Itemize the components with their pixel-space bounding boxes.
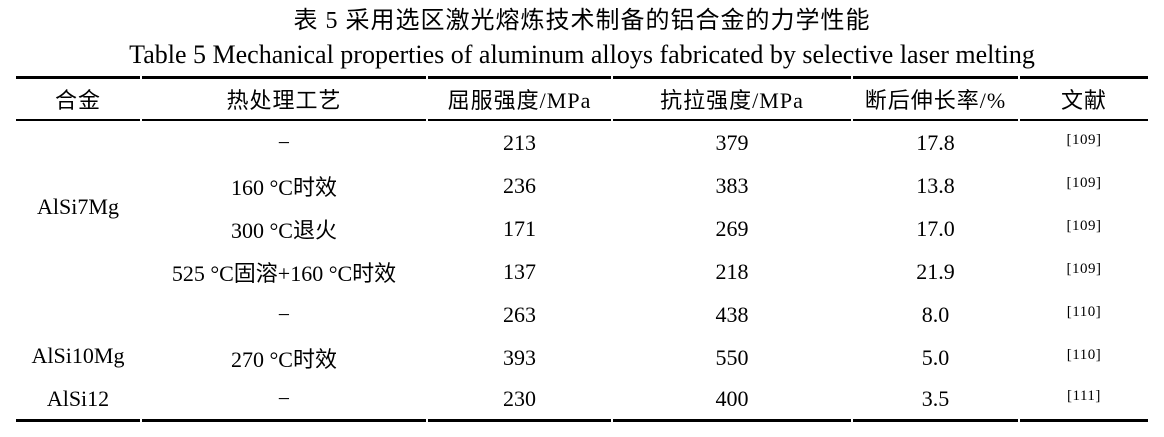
cell-treatment: − xyxy=(277,129,291,155)
table-caption-english: Table 5 Mechanical properties of aluminu… xyxy=(129,40,1035,69)
cell-elongation: 13.8 xyxy=(916,172,955,198)
cell-reference: [109] xyxy=(1020,164,1148,207)
cell-treatment: − xyxy=(142,379,426,422)
cell-yield-strength: 393 xyxy=(503,344,536,370)
cell-treatment: − xyxy=(277,301,291,327)
table-caption-chinese: 表 5 采用选区激光熔炼技术制备的铝合金的力学性能 xyxy=(293,8,871,34)
cell-yield-strength: 171 xyxy=(503,215,536,241)
header-row: 合金 热处理工艺 屈服强度/MPa 抗拉强度/MPa 断后伸长率/% 文献 xyxy=(16,76,1148,121)
reference-label: [109] xyxy=(1066,131,1102,148)
header-alloy: 合金 xyxy=(16,76,140,121)
cell-yield-strength: 137 xyxy=(503,258,536,284)
cell-reference: [109] xyxy=(1020,121,1148,164)
reference-label: [109] xyxy=(1066,217,1102,234)
table-row: AlSi12 − 230 400 3.5 [111] xyxy=(16,379,1148,422)
cell-elongation: 17.8 xyxy=(916,129,955,155)
cell-alloy-alsi12: AlSi12 xyxy=(16,379,140,422)
cell-elongation: 5.0 xyxy=(921,344,950,370)
cell-tensile-strength: 218 xyxy=(715,258,749,284)
reference-label: [110] xyxy=(1066,346,1102,363)
cell-elongation: 8.0 xyxy=(921,301,950,327)
reference-label: [110] xyxy=(1066,303,1102,320)
cell-treatment: 300 °C退火 xyxy=(231,217,337,243)
cell-tensile-strength: 269 xyxy=(715,215,749,241)
table-row: 300 °C退火 171 269 17.0 [109] xyxy=(16,207,1148,250)
cell-yield-strength: 263 xyxy=(503,301,536,327)
header-heat-treatment: 热处理工艺 xyxy=(142,76,426,121)
reference-label: [109] xyxy=(1066,174,1102,191)
paper-page: 表 5 采用选区激光熔炼技术制备的铝合金的力学性能 Table 5 Mechan… xyxy=(0,6,1164,437)
cell-tensile-strength: 438 xyxy=(715,301,749,327)
cell-reference: [110] xyxy=(1020,336,1148,379)
cell-elongation: 3.5 xyxy=(853,379,1018,422)
cell-elongation: 17.0 xyxy=(916,215,955,241)
reference-label: [109] xyxy=(1066,260,1102,277)
cell-alloy-alsi10mg: AlSi10Mg xyxy=(31,343,125,368)
header-reference: 文献 xyxy=(1020,76,1148,121)
table-row: AlSi7Mg − 213 379 17.8 [109] xyxy=(16,121,1148,220)
cell-reference: [109] xyxy=(1020,207,1148,250)
cell-elongation: 21.9 xyxy=(916,258,955,284)
table-row: 160 °C时效 236 383 13.8 [109] xyxy=(16,164,1148,207)
cell-alloy-alsi7mg: AlSi7Mg xyxy=(37,194,119,219)
header-tensile-strength: 抗拉强度/MPa xyxy=(613,76,851,121)
header-yield-strength: 屈服强度/MPa xyxy=(428,76,611,121)
cell-treatment: 160 °C时效 xyxy=(231,174,337,200)
cell-tensile-strength: 383 xyxy=(715,172,749,198)
table-row: AlSi10Mg − 263 438 8.0 [110] xyxy=(16,293,1148,369)
cell-tensile-strength: 550 xyxy=(715,344,749,370)
table-row: 525 °C固溶+160 °C时效 137 218 21.9 [109] xyxy=(16,250,1148,293)
table-row: 270 °C时效 393 550 5.0 [110] xyxy=(16,336,1148,379)
cell-tensile-strength: 379 xyxy=(715,129,749,155)
reference-label: [111] xyxy=(1067,388,1101,404)
cell-treatment: 525 °C固溶+160 °C时效 xyxy=(171,260,397,286)
cell-tensile-strength: 400 xyxy=(613,379,851,422)
mechanical-properties-table: 合金 热处理工艺 屈服强度/MPa 抗拉强度/MPa 断后伸长率/% 文献 Al… xyxy=(14,76,1150,422)
cell-reference: [111] xyxy=(1020,379,1148,422)
cell-reference: [110] xyxy=(1020,293,1148,336)
cell-yield-strength: 236 xyxy=(503,172,536,198)
cell-reference: [109] xyxy=(1020,250,1148,293)
header-elongation: 断后伸长率/% xyxy=(853,76,1018,121)
cell-yield-strength: 230 xyxy=(428,379,611,422)
cell-treatment: 270 °C时效 xyxy=(231,346,337,372)
cell-yield-strength: 213 xyxy=(503,129,536,155)
